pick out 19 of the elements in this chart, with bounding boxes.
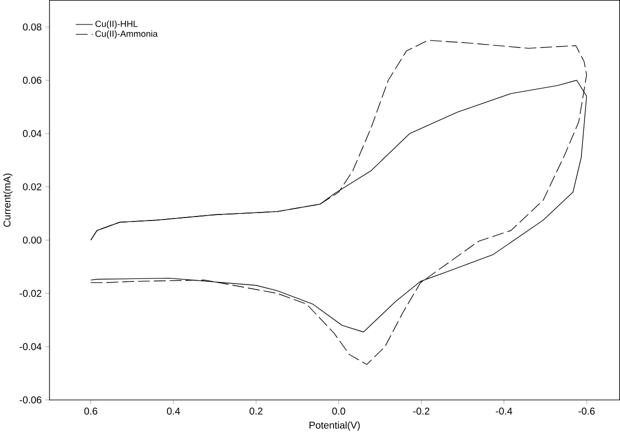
y-tick-label: 0.06	[22, 76, 42, 84]
x-tick-label: 0.4	[166, 408, 180, 415]
y-axis-title: Current(mA)	[3, 174, 12, 227]
y-tick-label: -0.06	[20, 396, 42, 404]
x-tick-label: -0.6	[578, 408, 595, 415]
x-tick-label: -0.4	[496, 408, 512, 415]
y-tick-label: 0.02	[22, 183, 42, 190]
x-tick-label: 0.2	[250, 408, 262, 415]
x-tick-label: -0.2	[413, 408, 430, 415]
x-axis-title: Potential(V)	[310, 421, 360, 431]
y-tick-label: 0.04	[22, 130, 42, 138]
y-tick-label: -0.02	[20, 290, 42, 297]
y-tick-label: -0.04	[20, 343, 42, 350]
legend-label: Cu(II)-Ammonia	[95, 30, 158, 39]
x-tick-label: 0.6	[84, 408, 98, 415]
legend-label: Cu(II)-HHL	[95, 20, 138, 29]
y-tick-label: 0.08	[22, 24, 42, 31]
x-tick-label: 0.0	[332, 408, 346, 415]
y-tick-label: 0.00	[22, 236, 42, 244]
